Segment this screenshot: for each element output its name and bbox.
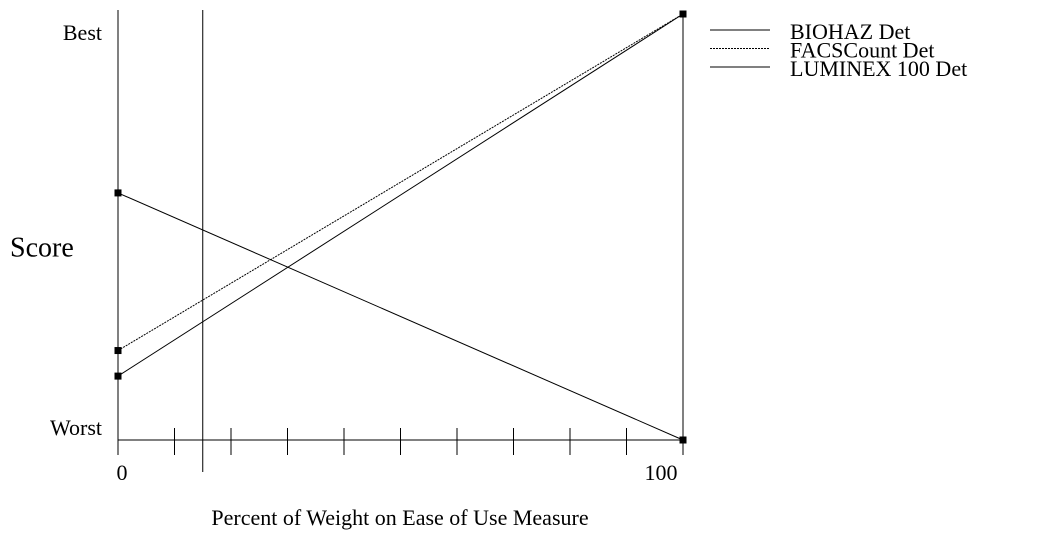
series-line [117, 13, 684, 351]
legend-label: BIOHAZ Det [790, 19, 910, 44]
series-line [117, 192, 684, 441]
y-axis-label: Score [10, 232, 74, 263]
point-marker [114, 347, 122, 355]
y-tick-label: Best [63, 20, 102, 45]
x-axis-label: Percent of Weight on Ease of Use Measure [211, 505, 588, 530]
x-tick-label: 0 [117, 460, 128, 485]
legend-label: FACSCount Det [790, 38, 934, 63]
y-tick-label: Worst [50, 415, 102, 440]
point-marker [679, 436, 687, 444]
x-tick-label: 100 [645, 460, 678, 485]
point-marker [114, 189, 122, 197]
point-marker [114, 372, 122, 380]
series-line [117, 13, 684, 377]
legend-label: LUMINEX 100 Det [790, 56, 967, 81]
point-marker [679, 10, 687, 18]
